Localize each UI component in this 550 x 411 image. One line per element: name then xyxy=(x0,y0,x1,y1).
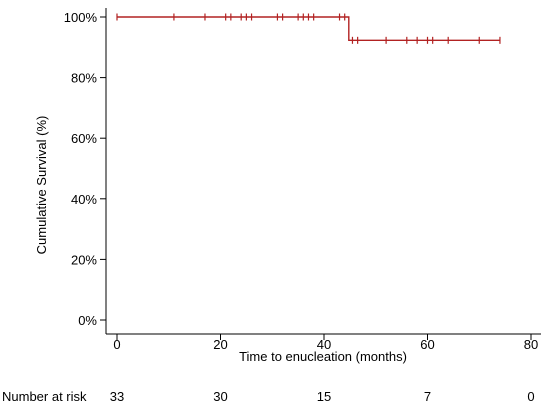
risk-table-label: Number at risk xyxy=(2,389,87,404)
survival-curve xyxy=(116,13,501,44)
y-tick-label: 80% xyxy=(71,71,97,86)
risk-count: 7 xyxy=(424,389,431,404)
x-tick-label: 20 xyxy=(213,337,227,352)
x-tick-label: 60 xyxy=(420,337,434,352)
x-axis-title: Time to enucleation (months) xyxy=(239,349,407,364)
risk-count: 0 xyxy=(527,389,534,404)
y-tick-label: 40% xyxy=(71,192,97,207)
survival-step-line xyxy=(117,16,500,41)
x-tick-label: 40 xyxy=(317,337,331,352)
y-tick-label: 100% xyxy=(64,10,98,25)
x-tick-label: 0 xyxy=(113,337,120,352)
risk-count: 15 xyxy=(317,389,331,404)
y-ticks: 0% 20% 40% 60% 80% 100% xyxy=(64,10,106,328)
y-axis-title: Cumulative Survival (%) xyxy=(34,116,49,255)
y-tick-label: 60% xyxy=(71,131,97,146)
y-tick-label: 20% xyxy=(71,252,97,267)
risk-count: 30 xyxy=(213,389,227,404)
y-tick-label: 0% xyxy=(78,313,97,328)
x-ticks: 0 20 40 60 80 xyxy=(113,334,538,352)
risk-count: 33 xyxy=(110,389,124,404)
risk-counts: 33 30 15 7 0 xyxy=(110,389,535,404)
x-tick-label: 80 xyxy=(524,337,538,352)
